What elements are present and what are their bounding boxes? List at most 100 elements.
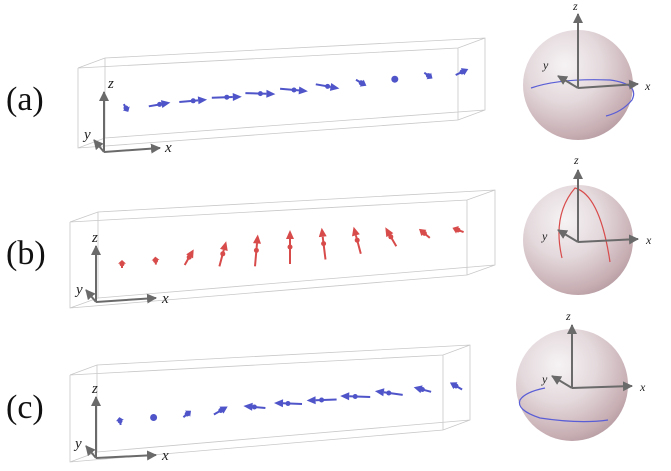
axes-b: z x y — [74, 230, 169, 307]
box-c — [69, 344, 471, 463]
spin-site — [251, 404, 257, 410]
sphere-y-label-c: y — [541, 372, 548, 386]
spin-site — [421, 230, 427, 236]
panel-b: (b) z x y z x y — [6, 153, 652, 309]
sphere-x-label-a: x — [644, 79, 651, 93]
box-a — [77, 37, 486, 149]
spin-arrow — [183, 249, 194, 266]
spin-arrow — [352, 226, 362, 254]
sphere-x-label-c: x — [639, 380, 646, 394]
spin-site — [319, 397, 325, 403]
spin-arrow — [340, 392, 371, 401]
spin-arrow-shaft — [254, 243, 258, 267]
spin-site — [386, 390, 392, 396]
axis-y-label-c: y — [73, 436, 82, 452]
spin-site — [257, 91, 263, 97]
spin-arrow — [245, 89, 276, 98]
spin-arrow-shaft — [349, 395, 371, 398]
spin-site — [150, 414, 158, 421]
spin-arrow-head — [298, 86, 308, 95]
spin-arrow — [455, 68, 469, 76]
spin-chain-b — [118, 226, 464, 268]
spin-arrow — [355, 78, 367, 87]
spin-site — [453, 383, 459, 389]
spin-arrow-shaft — [245, 92, 267, 95]
spin-site — [190, 98, 196, 104]
sphere-x-label-b: x — [645, 233, 652, 247]
spin-arrow-head — [413, 385, 423, 394]
spin-site — [425, 73, 431, 79]
spin-arrow-shaft — [321, 236, 327, 260]
spin-site — [123, 105, 129, 111]
spin-site — [291, 87, 297, 93]
spin-site — [186, 254, 192, 260]
spin-arrow-head — [243, 402, 253, 411]
sphere-z-label-c: z — [565, 309, 571, 323]
spin-arrow — [211, 93, 242, 101]
spin-arrow-head — [160, 100, 171, 108]
axis-z-label-b: z — [91, 230, 98, 246]
spin-arrow — [449, 382, 463, 391]
spin-arrow-head — [318, 227, 327, 238]
spin-arrow-head — [329, 83, 340, 91]
spin-chain-a — [122, 68, 469, 112]
spin-arrow — [374, 388, 403, 397]
spin-arrow — [179, 96, 208, 105]
spin-site — [419, 387, 425, 392]
spin-arrow — [315, 83, 340, 91]
spin-arrow-head — [274, 399, 284, 408]
panel-a: (a) z x y z x y — [6, 0, 651, 156]
spin-arrow-head — [352, 226, 360, 237]
sphere-z-label-a: z — [572, 0, 578, 13]
spin-arrow — [274, 399, 303, 408]
spin-arrow — [452, 226, 464, 234]
spin-site — [391, 75, 399, 83]
spin-arrow — [118, 260, 126, 268]
spin-arrow — [182, 410, 191, 418]
spin-arrow-head — [186, 249, 194, 259]
spin-arrow — [391, 75, 399, 83]
spin-site — [459, 69, 465, 75]
spin-site — [358, 80, 364, 86]
spin-site — [253, 247, 259, 253]
spin-arrow — [122, 103, 130, 112]
spin-site — [157, 101, 163, 107]
spin-arrow — [306, 396, 337, 405]
spin-arrow — [413, 385, 432, 394]
spin-site — [354, 237, 360, 243]
spin-site — [285, 401, 291, 406]
spin-chain-c — [116, 382, 463, 426]
spin-arrow — [218, 241, 228, 267]
axes-a: z x y — [82, 76, 172, 156]
spin-arrow-head — [374, 388, 385, 397]
bloch-sphere-c: z x y — [516, 309, 646, 441]
spin-arrow-head — [306, 396, 316, 405]
spin-arrow — [253, 234, 261, 267]
spin-arrow-head — [197, 96, 208, 105]
spin-arrow — [150, 414, 158, 421]
axis-x-label-b: x — [161, 291, 169, 307]
spin-arrow — [151, 256, 160, 265]
spin-arrow-shaft — [315, 398, 337, 402]
spin-arrow-head — [266, 89, 276, 98]
spin-arrow-head — [232, 93, 242, 101]
spin-arrow-head — [340, 392, 350, 401]
spin-site — [352, 394, 358, 399]
axis-x-label-c: x — [161, 448, 169, 464]
spin-site — [153, 258, 159, 264]
spin-site — [119, 261, 125, 267]
axis-y-label-a: y — [82, 127, 91, 143]
axis-y-label-b: y — [74, 282, 83, 298]
spin-site — [184, 411, 190, 417]
spin-arrow — [318, 227, 327, 260]
panel-label-a: (a) — [6, 81, 44, 118]
spin-arrow-head — [385, 227, 394, 238]
spin-site — [220, 251, 226, 257]
panel-label-b: (b) — [6, 235, 46, 272]
spin-arrow-head — [220, 241, 228, 251]
spin-arrow — [385, 227, 398, 247]
sphere-y-label-b: y — [541, 229, 548, 243]
axis-z-label-c: z — [91, 381, 98, 397]
spin-arrow — [419, 228, 431, 239]
